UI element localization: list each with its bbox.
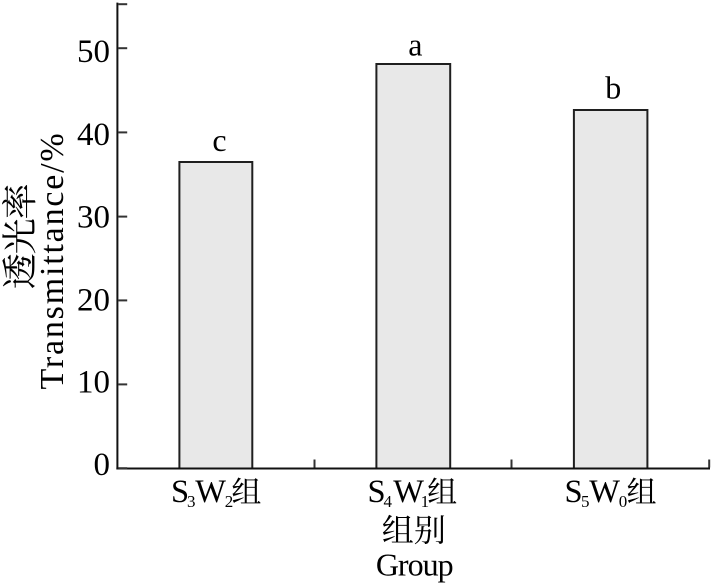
svg-text:30: 30	[77, 200, 110, 236]
svg-text:5: 5	[581, 492, 590, 511]
svg-text:20: 20	[77, 283, 110, 319]
svg-text:0: 0	[619, 492, 628, 511]
svg-text:S: S	[368, 474, 386, 510]
svg-text:S: S	[171, 474, 189, 510]
svg-text:S: S	[565, 474, 583, 510]
svg-text:50: 50	[77, 34, 110, 70]
svg-text:W: W	[589, 474, 620, 510]
svg-text:3: 3	[187, 492, 196, 511]
svg-text:4: 4	[384, 492, 393, 511]
svg-text:10: 10	[77, 365, 110, 401]
svg-text:40: 40	[77, 117, 110, 153]
svg-text:b: b	[605, 70, 621, 106]
svg-text:W: W	[195, 474, 226, 510]
svg-text:0: 0	[94, 447, 111, 483]
svg-text:Group: Group	[376, 546, 453, 582]
svg-text:Transmittance/%: Transmittance/%	[34, 131, 71, 389]
svg-text:2: 2	[225, 492, 234, 511]
svg-text:W: W	[393, 474, 424, 510]
svg-text:1: 1	[421, 492, 430, 511]
svg-text:a: a	[408, 27, 422, 63]
svg-text:c: c	[212, 122, 226, 158]
